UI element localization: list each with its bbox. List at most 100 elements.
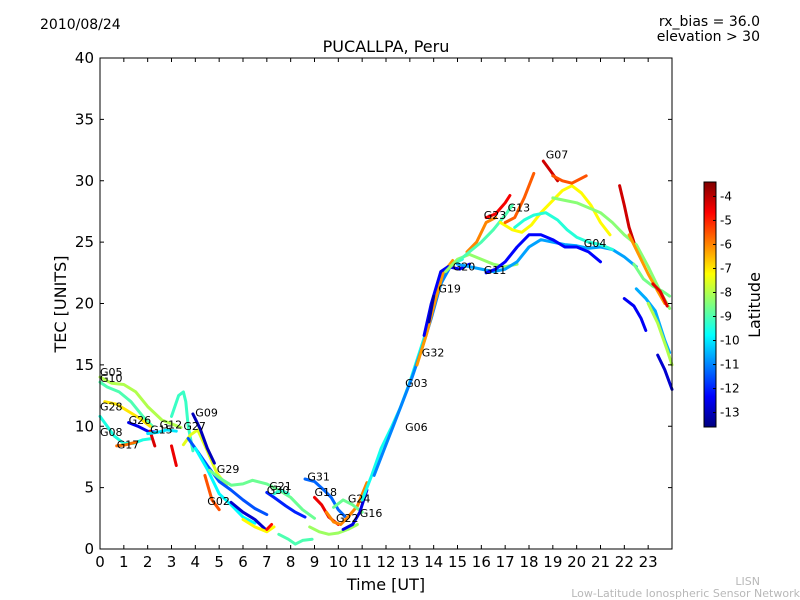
x-tick-label: 20 xyxy=(567,553,586,571)
chart-title: PUCALLPA, Peru xyxy=(322,37,450,56)
series-line-47 xyxy=(632,262,672,298)
satellite-label-g11: G11 xyxy=(484,264,507,277)
satellite-label-g15: G15 xyxy=(150,424,173,437)
x-tick-label: 12 xyxy=(376,553,395,571)
x-tick-label: 5 xyxy=(214,553,224,571)
series-line-41 xyxy=(503,171,536,224)
satellite-label-g31: G31 xyxy=(307,470,330,483)
satellite-label-g13: G13 xyxy=(508,201,531,214)
y-axis-label: TEC [UNITS] xyxy=(51,256,70,354)
satellite-label-g06: G06 xyxy=(405,421,428,434)
series-line-0 xyxy=(98,375,183,429)
y-tick-label: 35 xyxy=(75,110,94,128)
y-tick-label: 15 xyxy=(75,356,94,374)
colorbar-tick-label: -12 xyxy=(720,382,740,396)
footer-org-short: LISN xyxy=(735,575,760,588)
x-axis: 0 1 2 3 4 5 6 7 8 9 10 11 12 13 14 15 16 17 18 19 20 21 22 23 xyxy=(95,58,658,571)
series-line-35 xyxy=(484,233,602,275)
series-line-13 xyxy=(193,446,257,525)
colorbar-ticks: -4 -5 -6 -7 -8 -9 -10 -11 -12 -13 xyxy=(713,189,740,420)
colorbar xyxy=(703,181,717,428)
x-tick-label: 6 xyxy=(238,553,248,571)
x-tick-label: 9 xyxy=(310,553,320,571)
series-line-33 xyxy=(444,252,519,274)
plot-frame xyxy=(99,57,673,550)
x-tick-label: 0 xyxy=(95,553,105,571)
y-tick-label: 40 xyxy=(75,49,94,67)
satellite-label-g12: G12 xyxy=(160,419,183,432)
series-line-26 xyxy=(332,498,364,514)
x-tick-label: 13 xyxy=(400,553,419,571)
series-line-15 xyxy=(208,468,316,520)
series-line-1 xyxy=(98,380,154,428)
series-line-52 xyxy=(656,353,674,391)
series-line-24 xyxy=(324,481,369,526)
colorbar-tick-label: -8 xyxy=(720,285,732,299)
satellite-label-g26: G26 xyxy=(129,414,152,427)
series-line-48 xyxy=(651,282,669,308)
x-tick-label: 17 xyxy=(496,553,515,571)
series-line-2 xyxy=(103,400,152,428)
series-line-27 xyxy=(341,488,369,531)
series-line-14 xyxy=(203,473,221,512)
series-line-7 xyxy=(146,428,178,436)
series-line-8 xyxy=(170,390,195,453)
series-line-22 xyxy=(303,477,347,519)
series-line-16 xyxy=(229,500,269,533)
colorbar-tick-label: -4 xyxy=(720,189,732,203)
series-line-19 xyxy=(265,491,307,519)
y-tick-label: 10 xyxy=(75,417,94,435)
series-line-36 xyxy=(465,216,498,254)
series-line-9 xyxy=(181,428,228,487)
y-tick-label: 5 xyxy=(84,479,94,497)
rx-bias-label: rx_bias = 36.0 xyxy=(658,14,760,30)
y-axis: 0 5 10 15 20 25 30 35 40 xyxy=(75,49,672,558)
satellite-label-g22: G22 xyxy=(336,512,359,525)
x-tick-label: 8 xyxy=(286,553,296,571)
satellite-label-g08: G08 xyxy=(100,426,123,439)
satellite-label-g24: G24 xyxy=(348,492,371,505)
series-line-3 xyxy=(98,414,154,445)
satellite-label-g28: G28 xyxy=(100,400,123,413)
satellite-label-g21: G21 xyxy=(269,480,292,493)
x-tick-label: 14 xyxy=(424,553,443,571)
series-line-25 xyxy=(308,523,359,536)
series-line-45 xyxy=(618,184,636,244)
series-line-46 xyxy=(627,233,667,305)
colorbar-tick-label: -6 xyxy=(720,237,732,251)
series-line-38 xyxy=(456,203,514,264)
satellite-label-g02: G02 xyxy=(207,495,230,508)
satellite-label-g23: G23 xyxy=(484,209,507,222)
satellite-label-g20: G20 xyxy=(453,260,476,273)
colorbar-tick-label: -11 xyxy=(720,358,740,372)
series-line-21 xyxy=(277,532,314,546)
x-tick-label: 3 xyxy=(167,553,177,571)
footer-org-long: Low-Latitude Ionospheric Sensor Network xyxy=(571,587,800,600)
satellite-label-g19: G19 xyxy=(438,283,461,296)
colorbar-tick-label: -5 xyxy=(720,213,732,227)
colorbar-tick-label: -13 xyxy=(720,406,740,420)
satellite-label-g04: G04 xyxy=(584,237,607,250)
series-line-37 xyxy=(484,194,512,220)
satellite-label-g10: G10 xyxy=(100,372,123,385)
colorbar-tick-label: -10 xyxy=(720,334,740,348)
x-axis-label: Time [UT] xyxy=(346,575,425,594)
x-tick-label: 4 xyxy=(191,553,201,571)
series-line-11 xyxy=(191,412,216,465)
x-tick-label: 1 xyxy=(119,553,129,571)
series-line-32 xyxy=(427,294,436,324)
series-line-51 xyxy=(622,297,648,332)
series-line-20 xyxy=(272,488,290,496)
x-tick-label: 16 xyxy=(472,553,491,571)
series-line-18 xyxy=(265,523,274,531)
x-tick-label: 19 xyxy=(543,553,562,571)
y-tick-label: 0 xyxy=(84,540,94,558)
x-tick-label: 15 xyxy=(448,553,467,571)
x-tick-label: 7 xyxy=(262,553,272,571)
satellite-label-g18: G18 xyxy=(315,486,338,499)
x-tick-label: 21 xyxy=(591,553,610,571)
satellite-label-g32: G32 xyxy=(422,346,445,359)
plot-area xyxy=(98,159,674,546)
